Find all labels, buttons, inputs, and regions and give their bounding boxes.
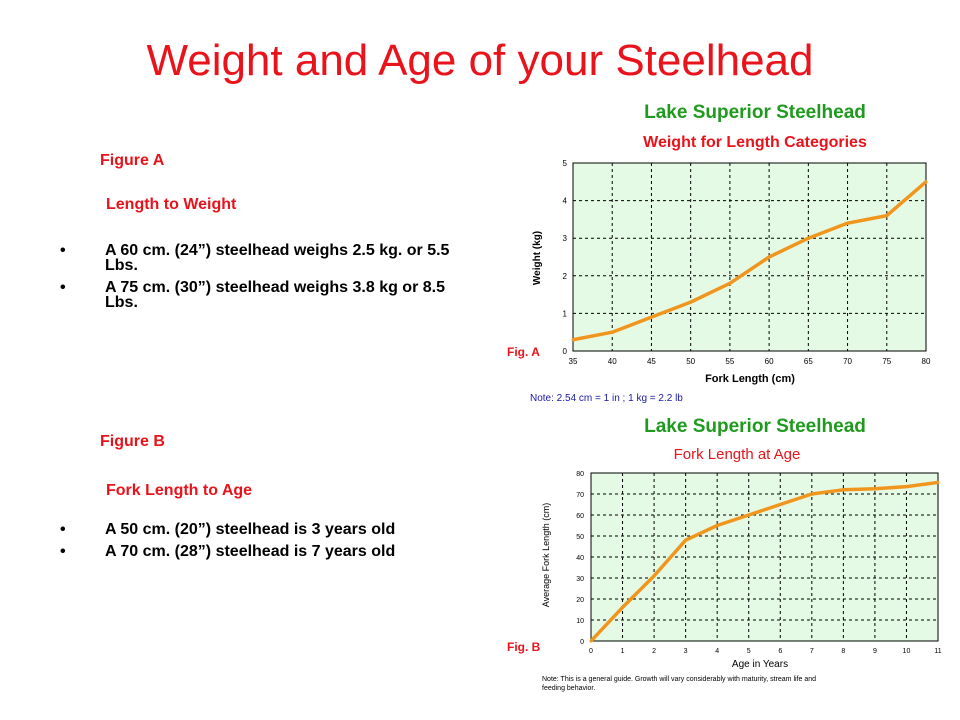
data-point bbox=[924, 180, 928, 184]
x-tick-label: 5 bbox=[747, 648, 751, 655]
bullet-text: A 75 cm. (30”) steelhead weighs 3.8 kg o… bbox=[105, 279, 445, 311]
data-point bbox=[652, 574, 656, 578]
figure-b-tag: Fig. B bbox=[507, 640, 541, 654]
data-point bbox=[747, 513, 751, 517]
y-tick-label: 10 bbox=[576, 618, 584, 625]
data-point bbox=[810, 492, 814, 496]
chart-subtitle: Weight for Length Categories bbox=[643, 134, 867, 151]
x-axis-label: Fork Length (cm) bbox=[705, 373, 795, 385]
figure-a-subheading: Length to Weight bbox=[106, 196, 237, 213]
x-tick-label: 6 bbox=[778, 648, 782, 655]
data-point bbox=[728, 281, 732, 285]
data-point bbox=[689, 300, 693, 304]
weight-for-length-chart: Lake Superior Steelhead Weight for Lengt… bbox=[530, 102, 931, 404]
chart-note-line: Note: This is a general guide. Growth wi… bbox=[542, 676, 816, 683]
y-tick-label: 5 bbox=[563, 159, 568, 168]
figure-b-bullets: • A 50 cm. (20”) steelhead is 3 years old… bbox=[60, 522, 480, 566]
x-tick-label: 0 bbox=[589, 648, 593, 655]
bullet-icon: • bbox=[60, 242, 66, 259]
y-tick-label: 50 bbox=[576, 534, 584, 541]
y-axis-label: Weight (kg) bbox=[532, 231, 543, 285]
y-tick-label: 0 bbox=[563, 347, 568, 356]
list-item: • A 60 cm. (24”) steelhead weighs 2.5 kg.… bbox=[60, 242, 480, 274]
x-tick-label: 8 bbox=[841, 648, 845, 655]
data-point bbox=[610, 330, 614, 334]
series-line bbox=[572, 180, 928, 342]
x-axis-label: Age in Years bbox=[732, 659, 788, 670]
y-tick-label: 30 bbox=[576, 576, 584, 583]
x-tick-label: 40 bbox=[608, 357, 617, 366]
data-point bbox=[806, 236, 810, 240]
bullet-icon: • bbox=[60, 543, 66, 560]
data-point bbox=[649, 315, 653, 319]
x-tick-label: 3 bbox=[684, 648, 688, 655]
data-point bbox=[589, 639, 593, 643]
list-item: • A 70 cm. (28”) steelhead is 7 years old bbox=[60, 543, 480, 560]
x-tick-label: 65 bbox=[804, 357, 813, 366]
list-item: • A 75 cm. (30”) steelhead weighs 3.8 kg … bbox=[60, 279, 480, 311]
data-point bbox=[621, 605, 625, 609]
data-point bbox=[904, 485, 908, 489]
y-tick-label: 2 bbox=[563, 272, 568, 281]
chart-title: Lake Superior Steelhead bbox=[644, 102, 866, 123]
bullet-icon: • bbox=[60, 521, 66, 538]
data-point bbox=[936, 480, 940, 484]
plot-area bbox=[572, 162, 927, 352]
chart-title: Lake Superior Steelhead bbox=[644, 416, 866, 437]
y-axis-label: Average Fork Length (cm) bbox=[541, 503, 551, 607]
x-tick-label: 60 bbox=[765, 357, 774, 366]
x-tick-label: 75 bbox=[882, 357, 891, 366]
data-point bbox=[778, 503, 782, 506]
figure-b-heading: Figure B bbox=[100, 433, 165, 450]
figure-a-heading: Figure A bbox=[100, 152, 165, 169]
data-point bbox=[571, 338, 575, 342]
x-tick-label: 7 bbox=[810, 648, 814, 655]
y-tick-label: 20 bbox=[576, 597, 584, 604]
figure-b-subheading: Fork Length to Age bbox=[106, 482, 253, 499]
x-tick-label: 35 bbox=[569, 357, 578, 366]
data-point bbox=[841, 488, 845, 492]
x-tick-label: 10 bbox=[903, 648, 911, 655]
x-tick-label: 11 bbox=[934, 648, 941, 655]
x-tick-label: 9 bbox=[873, 648, 877, 655]
x-tick-label: 70 bbox=[843, 357, 852, 366]
figure-a-bullets: • A 60 cm. (24”) steelhead weighs 2.5 kg.… bbox=[60, 243, 480, 317]
y-tick-label: 3 bbox=[563, 234, 568, 243]
bullet-icon: • bbox=[60, 279, 66, 296]
y-tick-label: 4 bbox=[563, 197, 568, 206]
x-tick-label: 80 bbox=[922, 357, 931, 366]
y-tick-label: 80 bbox=[576, 471, 584, 478]
chart-note-line: feeding behavior. bbox=[542, 685, 595, 692]
chart-subtitle: Fork Length at Age bbox=[674, 446, 801, 463]
series-line bbox=[589, 480, 939, 643]
x-tick-label: 2 bbox=[652, 648, 656, 655]
y-tick-label: 70 bbox=[576, 492, 584, 499]
bullet-text: A 60 cm. (24”) steelhead weighs 2.5 kg. … bbox=[105, 242, 450, 274]
data-point bbox=[684, 538, 688, 542]
y-tick-label: 40 bbox=[576, 555, 584, 562]
data-point bbox=[715, 524, 719, 527]
bullet-text: A 50 cm. (20”) steelhead is 3 years old bbox=[105, 521, 396, 538]
x-tick-label: 55 bbox=[725, 357, 734, 366]
figure-a-tag: Fig. A bbox=[507, 345, 540, 359]
fork-length-at-age-chart: Lake Superior Steelhead Fork Length at A… bbox=[541, 416, 942, 692]
data-point bbox=[885, 214, 889, 218]
y-tick-label: 0 bbox=[580, 639, 584, 646]
x-tick-label: 50 bbox=[686, 357, 695, 366]
x-tick-label: 45 bbox=[647, 357, 656, 366]
y-tick-label: 60 bbox=[576, 513, 584, 520]
data-point bbox=[767, 255, 771, 259]
data-point bbox=[873, 487, 877, 491]
slide-title: Weight and Age of your Steelhead bbox=[146, 36, 814, 85]
bullet-text: A 70 cm. (28”) steelhead is 7 years old bbox=[105, 543, 396, 560]
chart-note: Note: 2.54 cm = 1 in ; 1 kg = 2.2 lb bbox=[530, 393, 683, 404]
x-tick-label: 4 bbox=[715, 648, 719, 655]
y-tick-label: 1 bbox=[563, 309, 568, 318]
list-item: • A 50 cm. (20”) steelhead is 3 years old bbox=[60, 521, 480, 538]
x-tick-label: 1 bbox=[621, 648, 625, 655]
data-point bbox=[846, 221, 850, 225]
